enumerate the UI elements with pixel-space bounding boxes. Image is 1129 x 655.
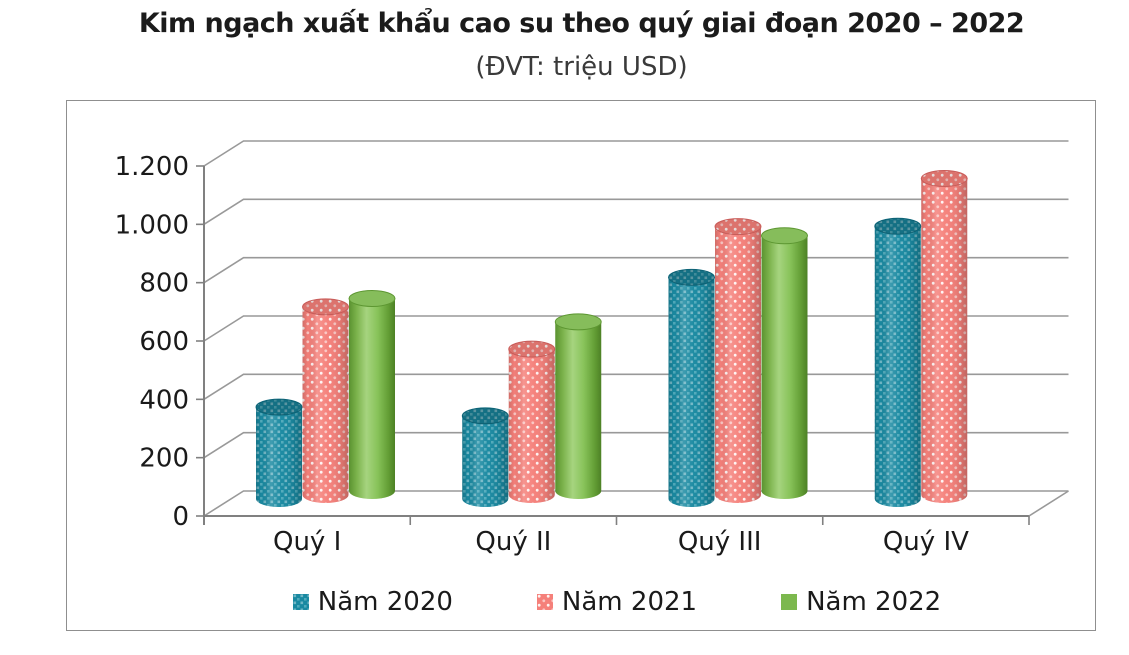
cylinder-bar <box>714 218 762 503</box>
y-axis-label: 1.200 <box>115 152 189 182</box>
cylinder-bar <box>348 290 396 499</box>
chart-plot: Quý I Quý II Quý III Quý IV 0 200 400 600 800 1.0… <box>115 140 1069 557</box>
legend-item: Năm 2020 <box>292 587 453 617</box>
chart-title: Kim ngạch xuất khẩu cao su theo quý giai… <box>138 8 1025 39</box>
legend-label: Năm 2022 <box>806 587 942 617</box>
x-axis-label: Quý II <box>475 527 551 557</box>
legend-item: Năm 2021 <box>536 587 698 617</box>
x-axis-labels: Quý I Quý II Quý III Quý IV <box>273 527 969 557</box>
chart-legend: Năm 2020 Năm 2021 Năm 2022 <box>67 587 1095 617</box>
y-axis-labels: 0 200 400 600 800 1.000 1.200 <box>115 152 189 532</box>
y-axis-label: 400 <box>139 385 189 415</box>
legend-label: Năm 2020 <box>317 587 453 617</box>
cylinder-bar <box>461 407 509 507</box>
legend-swatch <box>292 594 309 610</box>
x-axis-label: Quý IV <box>883 527 969 557</box>
cylinder-bar <box>874 217 922 508</box>
y-axis-label: 800 <box>139 269 189 299</box>
cylinder-bar <box>761 227 808 499</box>
legend-item: Năm 2022 <box>781 587 941 617</box>
bars <box>255 170 968 508</box>
cylinder-bar <box>302 298 349 503</box>
y-axis-label: 0 <box>172 502 189 532</box>
cylinder-bar <box>508 340 556 503</box>
chart-panel: Quý I Quý II Quý III Quý IV 0 200 400 600 800 1.0… <box>66 100 1096 631</box>
cylinder-bar <box>554 313 602 499</box>
legend-swatch <box>781 594 798 610</box>
chart-unit-label: (ĐVT: triệu USD) <box>475 52 688 82</box>
cylinder-bar <box>920 170 968 503</box>
y-axis-label: 600 <box>139 327 189 357</box>
axis-lines <box>203 166 1069 525</box>
y-axis-label: 200 <box>139 444 189 474</box>
legend-label: Năm 2021 <box>561 587 698 617</box>
cylinder-bar <box>668 268 715 507</box>
x-axis-label: Quý III <box>678 527 762 557</box>
y-axis-label: 1.000 <box>115 210 189 240</box>
cylinder-bar <box>255 398 303 507</box>
x-axis-label: Quý I <box>273 527 341 557</box>
legend-swatch <box>536 594 553 610</box>
